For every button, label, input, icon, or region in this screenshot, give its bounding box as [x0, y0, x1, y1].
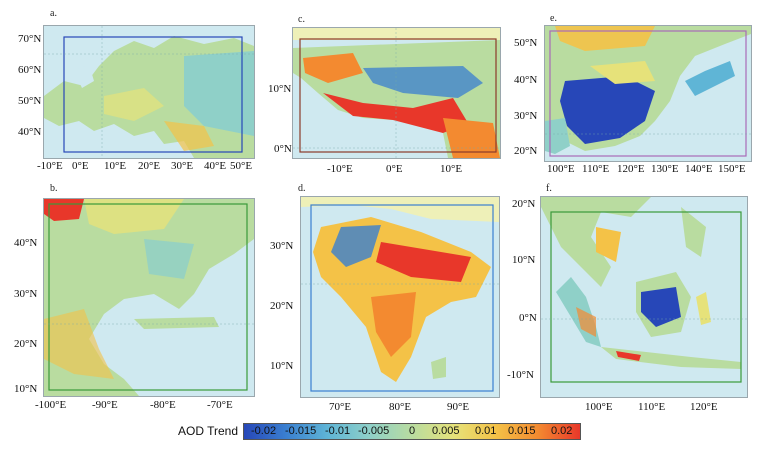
lat-tick: 10°N — [270, 360, 294, 372]
lon-tick: -70°E — [207, 399, 233, 411]
lon-tick: 30°E — [171, 160, 194, 172]
map-east-asia — [544, 25, 752, 162]
panel-label: b. — [50, 183, 58, 194]
lat-tick: 40°N — [14, 237, 38, 249]
lon-tick: 50°E — [230, 160, 253, 172]
lat-tick: 30°N — [514, 110, 538, 122]
lon-tick: -100°E — [35, 399, 67, 411]
lon-tick: -10°E — [327, 163, 353, 175]
lat-tick: 30°N — [14, 288, 38, 300]
lon-tick: 20°E — [138, 160, 161, 172]
legend-label: -0.005 — [358, 425, 390, 437]
lat-tick: 60°N — [18, 64, 42, 76]
aod-map — [541, 197, 747, 383]
legend-label: -0.015 — [285, 425, 317, 437]
lon-tick: 130°E — [651, 163, 679, 175]
lat-tick: 20°N — [512, 198, 536, 210]
lon-tick: 80°E — [389, 401, 412, 413]
legend-label: 0.005 — [432, 425, 460, 437]
lon-tick: 10°E — [440, 163, 463, 175]
lon-tick: 140°E — [685, 163, 713, 175]
lon-tick: 40°E — [204, 160, 227, 172]
panel-label: f. — [546, 183, 552, 194]
panel-label: a. — [50, 8, 57, 19]
legend-label: 0.01 — [475, 425, 497, 437]
map-south-asia — [300, 196, 500, 398]
lon-tick: 0°E — [386, 163, 403, 175]
aod-map — [301, 197, 499, 392]
lon-tick: 100°E — [585, 401, 613, 413]
lon-tick: 0°E — [72, 160, 89, 172]
map-west-africa — [292, 27, 501, 159]
lon-tick: 120°E — [690, 401, 718, 413]
lat-tick: 20°N — [14, 338, 38, 350]
legend-label: 0.015 — [508, 425, 536, 437]
panel-label: c. — [298, 14, 305, 25]
lon-tick: 90°E — [447, 401, 470, 413]
map-europe — [43, 25, 255, 159]
lat-tick: 20°N — [514, 145, 538, 157]
lat-tick: 30°N — [270, 240, 294, 252]
legend-label: 0 — [409, 425, 416, 437]
lon-tick: 70°E — [329, 401, 352, 413]
map-southeast-asia — [540, 196, 748, 398]
lon-tick: 110°E — [638, 401, 666, 413]
panel-label: d. — [298, 183, 306, 194]
lon-tick: 10°E — [104, 160, 127, 172]
lat-tick: 20°N — [270, 300, 294, 312]
lat-tick: 70°N — [18, 33, 42, 45]
lat-tick: 50°N — [514, 37, 538, 49]
aod-map — [545, 26, 751, 157]
legend-label: -0.01 — [325, 425, 351, 437]
lon-tick: 150°E — [718, 163, 746, 175]
panel-label: e. — [550, 13, 557, 24]
aod-map — [293, 28, 500, 158]
lat-tick: 10°N — [14, 383, 38, 395]
lat-tick: -10°N — [507, 369, 535, 381]
map-north-america — [43, 198, 255, 397]
lon-tick: 100°E — [547, 163, 575, 175]
colorbar — [243, 423, 581, 440]
lat-tick: 10°N — [268, 83, 292, 95]
lat-tick: 40°N — [514, 74, 538, 86]
lat-tick: 10°N — [512, 254, 536, 266]
lon-tick: 120°E — [617, 163, 645, 175]
lon-tick: 110°E — [582, 163, 610, 175]
legend-title: AOD Trend — [178, 424, 239, 438]
legend-label: -0.02 — [251, 425, 277, 437]
aod-map — [44, 199, 254, 396]
lat-tick: 50°N — [18, 95, 42, 107]
lon-tick: -80°E — [150, 399, 176, 411]
legend-label: 0.02 — [551, 425, 573, 437]
lon-tick: -10°E — [37, 160, 63, 172]
aod-map — [44, 26, 254, 158]
lat-tick: 40°N — [18, 126, 42, 138]
lat-tick: 0°N — [274, 143, 292, 155]
lon-tick: -90°E — [92, 399, 118, 411]
lat-tick: 0°N — [519, 312, 537, 324]
